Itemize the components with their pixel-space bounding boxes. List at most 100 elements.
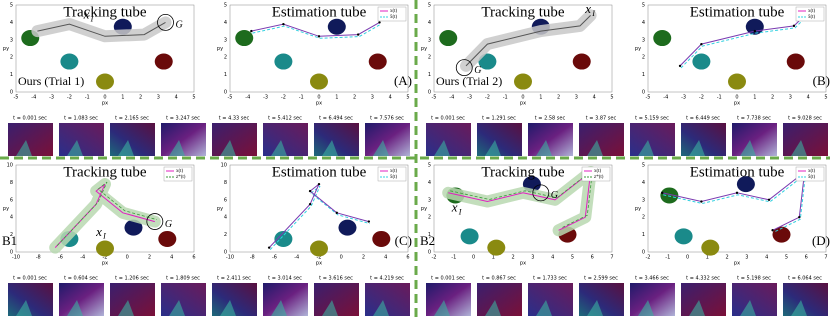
frame-time: t = 3.466 sec [635,276,669,282]
y-tick-label: 0 [224,250,227,256]
obstacle [96,240,114,257]
estimation-plot: -5 -4 -3 -2 -1 0 1 2 3 4 5 0 1 2 3 4 5 px py Estimation tub… [635,3,828,107]
x-tick-label: -3 [49,95,54,101]
x-tick-label: 3 [157,95,160,101]
trial-label: Ours (Trial 2) [436,74,502,88]
waypoint [792,24,796,28]
start-label: x [95,224,102,239]
frame-time: t = 2.599 sec [584,276,618,282]
frame-feature [485,300,501,316]
x-tick-label: -2 [281,95,286,101]
waypoint [378,21,381,24]
legend-label: x̂(t) [808,15,816,20]
panel-label: (D) [812,233,830,248]
frame-feature [434,140,450,156]
plot-title: Estimation tube [272,164,367,180]
obstacle [368,53,387,70]
camera-frame [59,123,104,156]
estimation-plot: -2 -1 0 1 2 3 4 5 6 7 0 1 2 3 4 5 px py Estimation tube x(t… [635,163,828,267]
obstacle [653,30,672,47]
x-tick-label: 1 [121,95,124,101]
frame-feature [169,140,185,156]
waypoint [700,200,703,203]
frame-feature [740,140,756,156]
x-tick-label: -3 [467,95,472,101]
estimate [252,23,381,39]
y-tick-label: 2 [428,215,431,221]
x-tick-label: -3 [681,95,686,101]
legend-label: x(t) [808,9,816,14]
x-tick-label: 0 [317,95,320,101]
x-tick-label: 5 [824,95,827,101]
obstacle [786,53,805,70]
x-axis-label: px [520,101,526,107]
frame-feature [587,300,603,316]
x-tick-label: 0 [340,255,343,261]
x-tick-label: -4 [245,95,250,101]
y-axis-label: py [421,206,427,212]
x-tick-label: 2 [139,95,142,101]
camera-frame [314,123,359,156]
y-tick-label: 10 [7,163,13,169]
y-tick-label: 5 [428,3,431,9]
y-tick-label: 3 [428,37,431,43]
start-subscript: I [102,232,106,241]
camera-frame [426,123,471,156]
x-tick-label: -2 [485,95,490,101]
y-tick-label: 1 [642,232,645,238]
camera-frame [630,283,675,316]
frame-time: t = 3.014 sec [268,276,302,282]
y-tick-label: 4 [224,20,227,26]
x-tick-label: 1 [539,95,542,101]
y-tick-label: 6 [224,197,227,203]
camera-frame [212,283,257,316]
obstacle [478,53,497,70]
start-label: x [451,199,458,214]
obstacle [235,30,254,47]
x-tick-label: 5 [192,95,195,101]
tracking-plot: -2 -1 0 1 2 3 4 5 6 7 0 1 2 3 4 5 px py Gx I Tracking tube x(… [421,163,614,267]
waypoint [661,191,664,195]
estimate [680,17,806,69]
start-label: x [584,1,591,16]
frame-feature [536,300,552,316]
frame-time: t = 0.001 sec [431,116,465,122]
panel-label: (C) [395,233,412,248]
frame-time: t = 9.028 sec [788,116,822,122]
start-label: x [83,6,90,21]
goal-region [455,59,473,77]
x-tick-label: -1 [85,95,90,101]
x-tick-label: -4 [449,95,454,101]
frame-time: t = 2.411 sec [217,276,251,282]
y-tick-label: 2 [10,55,13,61]
frame-time: t = 4.33 sec [219,116,250,122]
x-tick-label: 0 [521,95,524,101]
frame-feature [373,300,389,316]
waypoint [767,198,771,201]
y-tick-label: 1 [224,72,227,78]
x-tick-label: 5 [785,255,788,261]
x-tick-label: -5 [432,95,437,101]
frame-feature [791,140,807,156]
x-axis-label: px [316,101,322,107]
x-tick-label: -1 [451,255,456,261]
frame-feature [587,140,603,156]
obstacle [487,239,506,256]
x-tick-label: 3 [745,255,748,261]
x-tick-label: 4 [384,255,387,261]
y-tick-label: 1 [642,72,645,78]
frame-feature [740,300,756,316]
waypoint [356,33,360,36]
x-tick-label: 4 [175,95,178,101]
camera-frame [681,123,726,156]
frame-time: t = 2.165 sec [115,116,149,122]
y-tick-label: 1 [10,72,13,78]
waypoint [267,246,271,249]
waypoint [753,29,756,33]
x-axis-label: px [102,261,108,267]
obstacle [310,240,328,257]
x-tick-label: -2 [103,255,108,261]
